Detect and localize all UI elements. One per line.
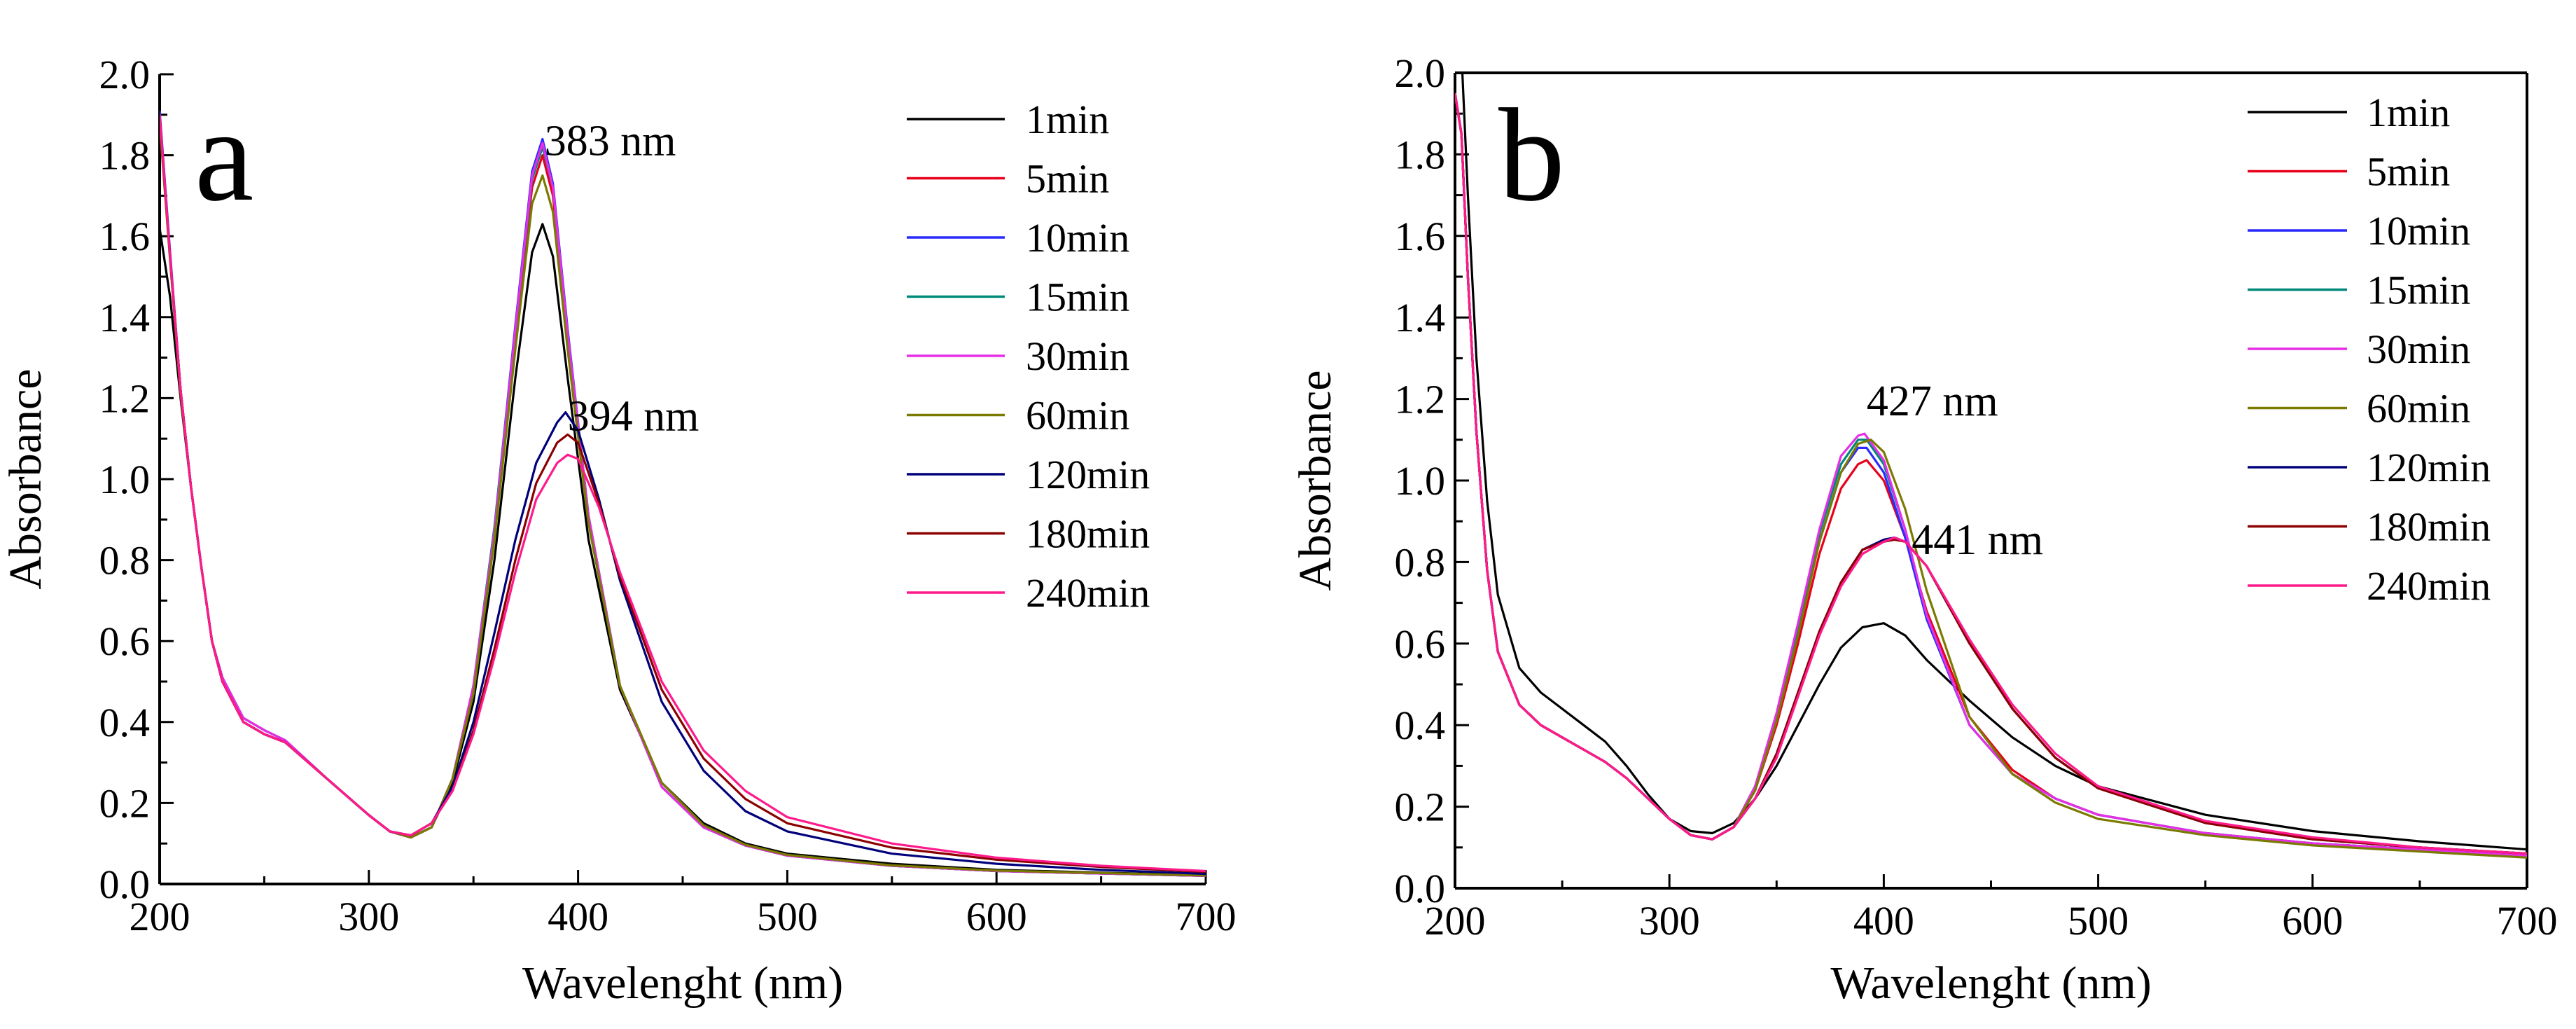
legend-label: 5min <box>2367 149 2450 195</box>
x-tick-label: 500 <box>757 894 818 939</box>
legend-label: 180min <box>1026 511 1150 557</box>
y-tick-label: 1.0 <box>1395 458 1446 504</box>
legend-label: 30min <box>1026 333 1129 379</box>
x-tick-label: 200 <box>1425 898 1486 944</box>
series-line-240min <box>160 114 1206 873</box>
legend-label: 1min <box>1026 97 1109 142</box>
legend-label: 10min <box>1026 215 1129 261</box>
legend-label: 15min <box>2367 268 2470 313</box>
panel-label: b <box>1498 82 1565 229</box>
peak-annotation: 441 nm <box>1912 516 2043 564</box>
legend-label: 30min <box>2367 326 2470 372</box>
y-tick-label: 0.8 <box>99 538 151 583</box>
x-tick-label: 500 <box>2068 898 2129 944</box>
y-tick-label: 1.2 <box>1395 377 1446 422</box>
legend: 1min 5min 10min 15min 30min 60min 120min 180min… <box>907 97 1150 616</box>
x-tick-label: 700 <box>2497 898 2558 944</box>
y-tick-label: 0.2 <box>1395 785 1446 830</box>
y-tick-label: 1.4 <box>1395 295 1446 340</box>
legend-label: 60min <box>1026 393 1129 438</box>
x-tick-label: 700 <box>1176 894 1237 939</box>
y-tick-label: 2.0 <box>99 52 151 97</box>
x-axis-title: Wavelenght (nm) <box>1830 958 2151 1009</box>
y-tick-label: 0.8 <box>1395 539 1446 585</box>
legend-label: 60min <box>2367 386 2470 431</box>
x-tick-label: 600 <box>966 894 1027 939</box>
y-tick-label: 2.0 <box>1395 50 1446 96</box>
x-tick-label: 300 <box>1639 898 1700 944</box>
panel-a: 200 300 400 500 600 700 0.0 0.2 0.4 0.6 0.8 1.0 1.2 1… <box>0 52 1237 1009</box>
y-axis-title: Absorbance <box>1290 370 1341 591</box>
y-tick-label: 1.4 <box>99 295 151 340</box>
y-tick-label: 0.4 <box>1395 703 1446 748</box>
legend-label: 5min <box>1026 156 1109 202</box>
y-tick-label: 0.6 <box>1395 621 1446 667</box>
x-tick-label: 400 <box>1853 898 1914 944</box>
x-tick-label: 200 <box>130 894 190 939</box>
peak-annotation: 427 nm <box>1867 378 1998 425</box>
y-tick-label: 0.6 <box>99 619 151 664</box>
peak-annotation: 394 nm <box>568 393 699 441</box>
legend-label: 180min <box>2367 504 2491 550</box>
legend: 1min 5min 10min 15min 30min 60min 120min 180min… <box>2248 90 2491 609</box>
y-tick-label: 0.4 <box>99 700 151 745</box>
legend-label: 1min <box>2367 90 2450 135</box>
series-lines <box>160 110 1206 877</box>
y-tick-label: 1.6 <box>1395 214 1446 259</box>
legend-label: 120min <box>2367 445 2491 490</box>
legend-label: 240min <box>1026 570 1150 616</box>
legend-label: 10min <box>2367 208 2470 254</box>
x-tick-label: 300 <box>338 894 399 939</box>
series-line-240min <box>1455 92 2527 855</box>
y-axis-title: Absorbance <box>0 368 51 589</box>
series-lines <box>1455 73 2527 859</box>
panel-b: 200 300 400 500 600 700 0.0 0.2 0.4 0.6 0.8 1.0 1.2 1… <box>1290 50 2558 1009</box>
y-tick-label: 0.0 <box>1395 866 1446 911</box>
y-tick-label: 0.2 <box>99 780 151 826</box>
legend-label: 120min <box>1026 452 1150 497</box>
y-tick-label: 1.8 <box>1395 132 1446 177</box>
x-tick-label: 600 <box>2282 898 2343 944</box>
peak-annotation: 383 nm <box>545 118 676 165</box>
panel-label: a <box>195 82 253 229</box>
legend-label: 240min <box>2367 563 2491 609</box>
legend-label: 15min <box>1026 275 1129 320</box>
x-tick-label: 400 <box>548 894 608 939</box>
y-tick-label: 1.0 <box>99 457 151 502</box>
y-tick-label: 1.8 <box>99 133 151 179</box>
x-axis-title: Wavelenght (nm) <box>522 958 843 1009</box>
y-tick-label: 1.6 <box>99 214 151 259</box>
y-tick-label: 0.0 <box>99 862 151 907</box>
y-tick-label: 1.2 <box>99 375 151 421</box>
